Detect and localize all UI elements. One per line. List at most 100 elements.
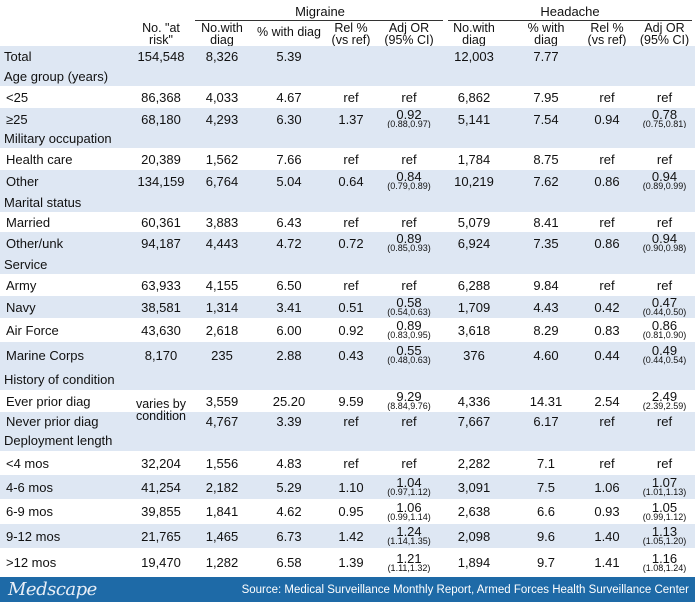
cell-m-pct: 6.58 [276,555,302,570]
cell-h-or: ref [656,413,673,429]
cell-m-or: ref [401,89,417,105]
cell-h-or [634,46,695,66]
cell-h-rel: ref [599,214,615,230]
table-row: ≥25 68,180 4,293 6.30 1.37 0.92 (0.88,0.97) 5,1… [0,108,695,130]
cell-m-pct: 4.62 [276,504,302,519]
cell-at-risk: 86,368 [141,89,181,105]
cell-h-diag: 4,336 [457,393,491,409]
table-row: <4 mos 32,204 1,556 4.83 ref ref 2,282 7.1 ref re… [0,451,695,475]
section-label: Service [4,256,48,272]
cell-m-or: 0.58 (0.54,0.63) [374,296,444,318]
odds-ratio-value: 1.05 [651,499,678,515]
cell-h-rel: ref [599,89,615,105]
odds-ratio-value: 1.13 [651,524,678,539]
confidence-interval: (0.81,0.90) [642,330,687,340]
cell-h-pct: 7.35 [533,235,559,251]
table-row: 9-12 mos 21,765 1,465 6.73 1.42 1.24 (1.14,1.3… [0,524,695,548]
cell-m-rel: 0.43 [338,347,364,363]
cell-m-rel: 1.37 [338,111,364,127]
cell-at-risk: 134,159 [137,173,185,189]
col-header-headache-diag: No.with diag [453,21,495,47]
table-row: Total 154,548 8,326 5.39 12,003 7.77 [0,46,695,66]
cell-h-diag: 376 [463,347,485,363]
cell-h-diag: 7,667 [457,413,491,429]
cell-h-or: 0.94 (0.89,0.99) [634,170,695,192]
cell-m-diag: 8,326 [205,48,239,64]
col-header-migraine-diag: No.with diag [201,21,243,47]
cell-h-rel: 0.93 [594,504,620,519]
confidence-interval: (1.11,1.32) [387,562,431,573]
odds-ratio-value: 9.29 [396,389,422,404]
cell-m-rel: 0.72 [338,235,364,251]
cell-m-pct: 4.83 [276,455,302,471]
odds-ratio-value: 0.89 [396,231,422,246]
cell-m-or: 1.06 (0.99,1.14) [374,499,444,524]
table-row: <25 86,368 4,033 4.67 ref ref 6,862 7.95 ref ref [0,86,695,108]
cell-h-or: 0.94 (0.90,0.98) [634,232,695,254]
odds-ratio-value: 1.04 [396,475,422,490]
cell-h-or: ref [656,277,673,293]
table-row: Other 134,159 6,764 5.04 0.64 0.84 (0.79,0.89)… [0,170,695,192]
cell-h-or: ref [656,89,673,105]
odds-ratio-value: 0.84 [396,169,422,184]
cell-h-pct: 4.60 [533,347,559,363]
section-label: Marital status [4,194,82,210]
section-label: History of condition [4,371,115,387]
odds-ratio-value: 0.47 [651,295,678,310]
cell-m-diag: 1,556 [205,455,239,471]
cell-h-rel: 1.41 [594,555,620,570]
confidence-interval: (0.89,0.99) [642,181,687,191]
cell-h-diag: 1,894 [457,555,491,570]
cell-m-diag: 4,443 [205,235,239,251]
row-label: <4 mos [6,455,49,471]
cell-h-rel: 0.86 [594,235,620,251]
cell-m-rel: ref [343,151,359,167]
cell-m-rel: ref [343,413,359,429]
cell-m-diag: 1,314 [205,299,239,315]
row-label: Marine Corps [6,347,85,363]
cell-h-pct: 6.6 [536,504,556,519]
table-row: Married 60,361 3,883 6.43 ref ref 5,079 8.41 ref… [0,212,695,232]
odds-ratio-value: 0.78 [651,107,678,122]
cell-at-risk: 20,389 [141,151,181,167]
cell-m-pct: 6.43 [276,214,302,230]
cell-m-pct: 5.39 [276,48,302,64]
row-label: Other [6,173,39,189]
cell-h-or: 0.86 (0.81,0.90) [634,318,695,342]
confidence-interval: (0.83,0.95) [387,330,431,340]
odds-ratio-value: 1.21 [396,550,422,566]
confidence-interval: (0.88,0.97) [387,119,431,129]
col-header-migraine-or: Adj OR (95% CI) [384,21,434,47]
cell-at-risk: 21,765 [141,528,181,544]
cell-m-diag: 4,293 [205,111,239,127]
confidence-interval: (0.75,0.81) [642,119,687,129]
cell-m-or: 1.24 (1.14,1.35) [374,524,444,548]
cell-m-diag: 1,465 [205,528,239,544]
cell-h-rel: ref [599,413,615,429]
odds-ratio-value: 0.58 [396,295,422,310]
cell-m-pct: 6.50 [276,277,302,293]
cell-h-diag: 5,141 [457,111,491,127]
odds-ratio-value: 1.24 [396,524,422,539]
row-label: <25 [6,89,29,105]
source-credit: Source: Medical Surveillance Monthly Rep… [241,583,689,596]
cell-h-pct: 6.17 [533,413,559,429]
odds-ratio-value: 0.94 [651,169,678,184]
cell-h-pct: 9.6 [536,528,556,544]
cell-m-pct: 7.66 [276,151,302,167]
row-label: Army [6,277,37,293]
cell-m-diag: 4,033 [205,89,239,105]
cell-h-rel: 0.86 [594,173,620,189]
confidence-interval: (1.08,1.24) [642,562,687,573]
cell-h-or: ref [656,214,673,230]
cell-h-or: ref [656,151,673,167]
section-label: Military occupation [4,130,112,146]
cell-h-or: ref [656,455,673,471]
row-label: >12 mos [6,555,57,570]
cell-h-pct: 14.31 [529,393,563,409]
row-label: Air Force [6,322,59,338]
table-row: Never prior diag 4,767 3.39 ref ref 7,667 6.17… [0,412,695,430]
cell-h-diag: 12,003 [454,48,494,64]
cell-h-diag: 2,638 [457,504,491,519]
confidence-interval: (1.14,1.35) [387,536,431,546]
